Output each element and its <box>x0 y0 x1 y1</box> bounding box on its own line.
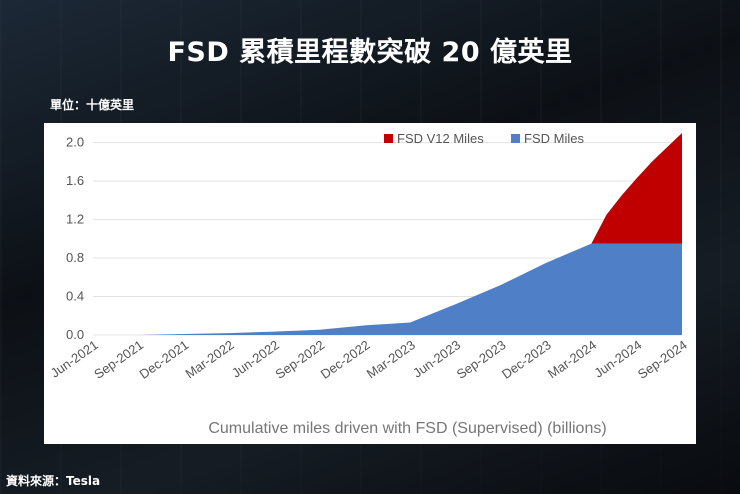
legend-swatch <box>511 134 520 143</box>
series-area-fsd-miles <box>93 243 682 335</box>
x-tick-label: Jun-2023 <box>410 337 463 380</box>
x-tick-label: Jun-2021 <box>48 337 101 380</box>
legend-label: FSD Miles <box>524 131 584 146</box>
x-tick-label: Jun-2024 <box>591 337 644 380</box>
y-tick-label: 0.0 <box>66 327 84 342</box>
legend-label: FSD V12 Miles <box>397 131 484 146</box>
source-label: 資料來源：Tesla <box>6 474 101 488</box>
chart-panel: 0.0 0.4 0.8 1.2 1.6 2.0 Jun-2021 Sep-2021 Dec-20… <box>44 123 696 444</box>
y-tick-label: 0.4 <box>66 289 84 304</box>
x-tick-label: Sep-2024 <box>635 337 690 382</box>
legend-swatch <box>384 134 393 143</box>
y-tick-label: 2.0 <box>66 135 84 150</box>
page-title: FSD 累積里程數突破 20 億英里 <box>167 37 573 68</box>
x-tick-label: Sep-2022 <box>272 337 327 382</box>
x-tick-label: Sep-2023 <box>454 337 509 382</box>
series-area-fsd-v12-miles <box>591 133 682 244</box>
x-tick-label: Mar-2024 <box>545 337 599 381</box>
y-tick-label: 1.2 <box>66 212 84 227</box>
x-tick-label: Sep-2021 <box>91 337 146 382</box>
x-tick-label: Dec-2023 <box>499 337 554 382</box>
y-tick-label: 1.6 <box>66 173 84 188</box>
x-tick-label: Dec-2021 <box>137 337 192 382</box>
y-tick-label: 0.8 <box>66 250 84 265</box>
area-chart: 0.00.40.81.21.62.0Jun-2021Sep-2021Dec-20… <box>48 131 690 437</box>
x-tick-label: Mar-2022 <box>182 337 236 381</box>
x-axis-label: Cumulative miles driven with FSD (Superv… <box>208 420 606 437</box>
x-tick-label: Jun-2022 <box>229 337 282 380</box>
unit-label: 單位：十億英里 <box>50 98 135 112</box>
x-tick-label: Dec-2022 <box>318 337 373 382</box>
x-tick-label: Mar-2023 <box>364 337 418 381</box>
